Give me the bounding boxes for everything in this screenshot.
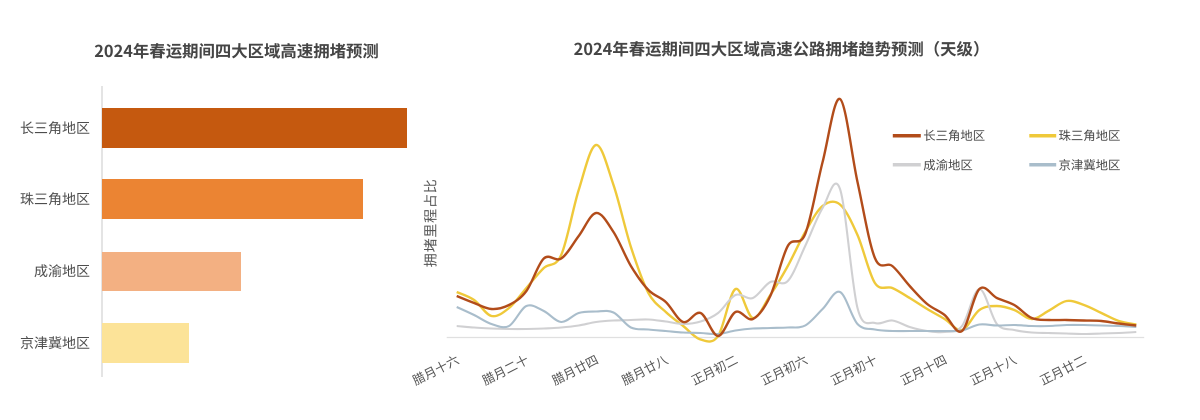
svg-text:腊月廿八: 腊月廿八 (618, 349, 672, 389)
svg-text:正月初二: 正月初二 (687, 349, 740, 389)
svg-text:珠三角地区: 珠三角地区 (1059, 126, 1121, 144)
svg-text:成渝地区: 成渝地区 (923, 155, 973, 173)
svg-text:长三角地区: 长三角地区 (923, 126, 985, 144)
svg-text:正月初六: 正月初六 (757, 349, 810, 389)
svg-text:腊月二十: 腊月二十 (478, 349, 531, 389)
svg-text:正月初十: 正月初十 (827, 349, 880, 389)
svg-text:正月廿二: 正月廿二 (1036, 349, 1089, 389)
svg-text:腊月十六: 腊月十六 (409, 349, 462, 389)
svg-text:腊月廿四: 腊月廿四 (548, 349, 601, 389)
svg-text:京津冀地区: 京津冀地区 (1059, 155, 1121, 173)
svg-text:拥堵里程占比: 拥堵里程占比 (421, 178, 441, 267)
svg-text:正月十四: 正月十四 (897, 349, 950, 389)
svg-text:正月十八: 正月十八 (966, 349, 1020, 389)
